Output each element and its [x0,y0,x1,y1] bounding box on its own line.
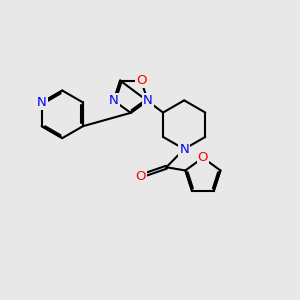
Text: O: O [135,170,146,183]
Text: N: N [179,142,189,156]
Text: O: O [136,74,146,87]
Text: N: N [143,94,152,107]
Text: O: O [198,151,208,164]
Text: N: N [37,96,46,109]
Text: N: N [109,94,118,107]
